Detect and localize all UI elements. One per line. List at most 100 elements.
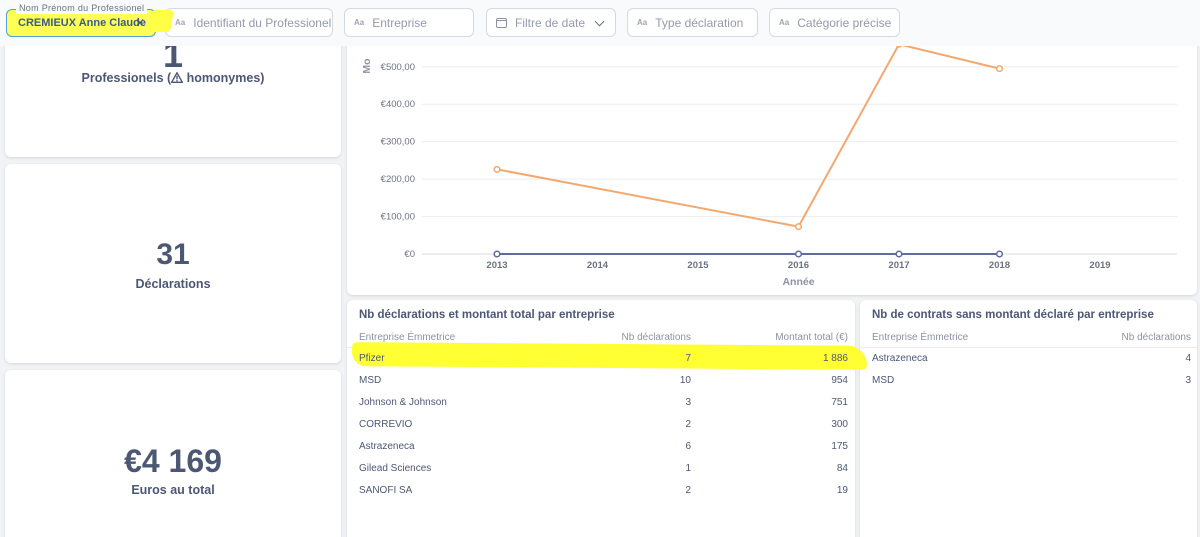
- cell-amount: 300: [831, 419, 848, 430]
- column-header[interactable]: Nb déclarations: [621, 332, 691, 343]
- text-type-icon: Aa: [779, 18, 790, 27]
- cell-count: 3: [1185, 375, 1191, 386]
- table-title: Nb de contrats sans montant déclaré par …: [872, 309, 1154, 321]
- cell-count: 6: [685, 441, 691, 452]
- cell-amount: 751: [831, 397, 848, 408]
- cell-count: 7: [685, 353, 691, 364]
- filter-declaration-type[interactable]: Aa Type déclaration: [627, 8, 758, 37]
- cell-company: SANOFI SA: [359, 485, 413, 496]
- cell-amount: 1 886: [822, 353, 848, 364]
- table-row[interactable]: Gilead Sciences 1 84: [347, 458, 855, 480]
- table-row[interactable]: SANOFI SA 2 19: [347, 480, 855, 502]
- data-point: [493, 165, 501, 173]
- close-icon[interactable]: ✕: [134, 16, 145, 30]
- line-chart-card: €0 €100,00 €200,00 €300,00 €400,00 €500,00 Mo 2…: [347, 20, 1197, 295]
- filter-professional-id[interactable]: Aa Identifiant du Professionel: [165, 8, 333, 37]
- highlight-mark: [148, 10, 174, 32]
- text-type-icon: Aa: [637, 18, 648, 27]
- cell-count: 2: [685, 485, 691, 496]
- x-tick-label: 2017: [888, 260, 909, 271]
- filter-label: Type déclaration: [655, 15, 744, 30]
- cell-count: 4: [1185, 353, 1191, 364]
- calendar-icon: [496, 17, 507, 28]
- y-axis-label: Mo: [361, 58, 373, 73]
- kpi-value: €4 169: [124, 443, 222, 479]
- table-card-declarations-by-company: Nb déclarations et montant total par ent…: [347, 300, 855, 537]
- cell-amount: 84: [836, 463, 848, 474]
- x-tick-label: 2014: [587, 260, 609, 271]
- y-tick-label: €400,00: [381, 99, 415, 110]
- x-tick-label: 2016: [788, 260, 809, 271]
- text-type-icon: Aa: [354, 18, 365, 27]
- cell-company: Johnson & Johnson: [359, 397, 447, 408]
- filter-company[interactable]: Aa Entreprise: [344, 8, 474, 37]
- cell-company: MSD: [872, 375, 895, 386]
- filter-label: Entreprise: [372, 15, 427, 30]
- filter-label: Filtre de date: [515, 15, 586, 30]
- y-tick-label: €500,00: [381, 62, 415, 73]
- table-row[interactable]: Pfizer 7 1 886: [347, 348, 855, 370]
- x-tick-label: 2015: [687, 260, 709, 271]
- cell-amount: 954: [831, 375, 848, 386]
- chevron-down-icon: [594, 16, 605, 27]
- column-header[interactable]: Entreprise Émmetrice: [359, 332, 456, 343]
- line-chart: €0 €100,00 €200,00 €300,00 €400,00 €500,00 Mo 2…: [361, 40, 1177, 288]
- series-line: [496, 43, 1000, 228]
- kpi-label-prefix: Professionels (: [81, 71, 172, 85]
- column-header[interactable]: Montant total (€): [775, 332, 848, 343]
- cell-count: 3: [685, 397, 691, 408]
- filter-bar: Nom Prénom du Professionel CREMIEUX Anne…: [0, 0, 1200, 46]
- cell-company: MSD: [359, 375, 382, 386]
- table-title: Nb déclarations et montant total par ent…: [359, 309, 615, 321]
- y-tick-label: €200,00: [381, 174, 415, 185]
- x-axis-label: Année: [782, 276, 814, 288]
- cell-company: Pfizer: [359, 353, 385, 364]
- x-tick-label: 2013: [486, 260, 507, 271]
- kpi-card-total: €4 169 Euros au total: [5, 370, 341, 537]
- kpi-label: Euros au total: [131, 483, 215, 497]
- filter-value: CREMIEUX Anne Claude: [18, 17, 146, 29]
- x-tick-label: 2019: [1089, 260, 1110, 271]
- cell-company: CORREVIO: [359, 419, 413, 430]
- data-point: [794, 250, 803, 258]
- cell-company: Astrazeneca: [872, 353, 928, 364]
- cell-count: 2: [685, 419, 691, 430]
- column-header[interactable]: Nb déclarations: [1121, 332, 1191, 343]
- kpi-label: Déclarations: [135, 277, 211, 291]
- table-row[interactable]: Astrazeneca 6 175: [347, 436, 855, 458]
- text-type-icon: Aa: [175, 18, 186, 27]
- kpi-card-declarations: 31 Déclarations: [5, 164, 341, 363]
- data-point: [995, 250, 1004, 258]
- x-tick-label: 2018: [989, 260, 1010, 271]
- filter-date[interactable]: Filtre de date: [486, 8, 616, 37]
- kpi-value: 31: [156, 238, 190, 271]
- filter-category[interactable]: Aa Catégorie précise: [769, 8, 900, 37]
- warning-icon: [170, 71, 184, 83]
- table-row[interactable]: MSD 10 954: [347, 370, 855, 392]
- y-tick-label: €100,00: [381, 212, 415, 223]
- kpi-label: Professionels ( homonymes): [5, 71, 341, 85]
- cell-company: Astrazeneca: [359, 441, 415, 452]
- filter-professional-name[interactable]: Nom Prénom du Professionel CREMIEUX Anne…: [6, 3, 156, 37]
- y-tick-label: €300,00: [381, 137, 415, 148]
- cell-count: 10: [679, 375, 691, 386]
- data-point: [995, 65, 1004, 73]
- filter-label: Identifiant du Professionel: [193, 15, 332, 30]
- filter-label: Catégorie précise: [797, 15, 892, 30]
- table-row[interactable]: Johnson & Johnson 3 751: [347, 392, 855, 414]
- table-row[interactable]: MSD 3: [860, 370, 1197, 392]
- table-row[interactable]: CORREVIO 2 300: [347, 414, 855, 436]
- data-point: [794, 223, 803, 231]
- cell-amount: 175: [831, 441, 848, 452]
- table-card-contracts-without-amount: Nb de contrats sans montant déclaré par …: [860, 300, 1197, 537]
- cell-company: Gilead Sciences: [359, 463, 432, 474]
- table-row[interactable]: Astrazeneca 4: [860, 348, 1197, 370]
- column-header[interactable]: Entreprise Émmetrice: [872, 332, 969, 343]
- data-point: [895, 250, 903, 258]
- y-tick-label: €0: [404, 249, 415, 260]
- filter-legend: Nom Prénom du Professionel: [16, 3, 148, 14]
- kpi-label-suffix: homonymes): [183, 71, 265, 85]
- cell-amount: 19: [836, 485, 848, 496]
- data-point: [493, 250, 501, 258]
- table-header: Entreprise Émmetrice Nb déclarations: [860, 328, 1197, 348]
